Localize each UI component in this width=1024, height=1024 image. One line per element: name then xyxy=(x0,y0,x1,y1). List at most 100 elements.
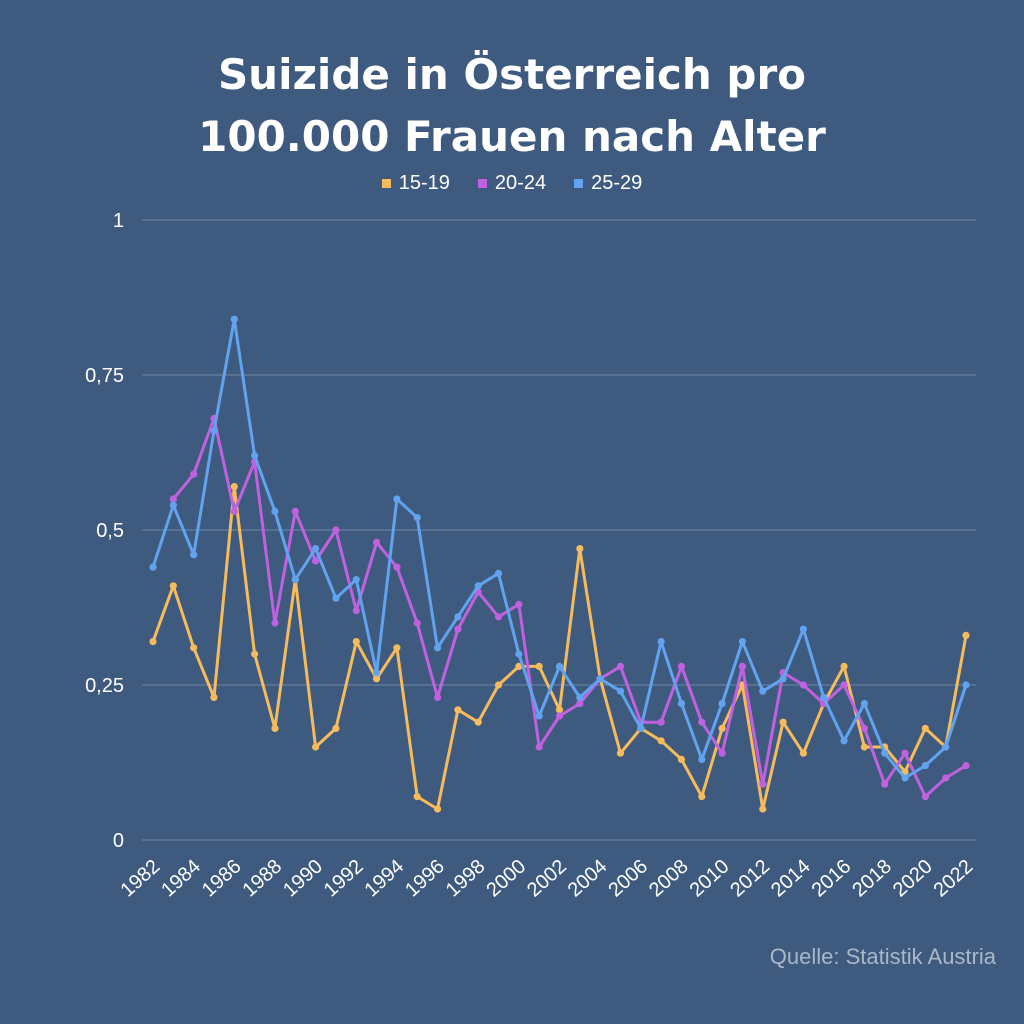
data-point-25-29 xyxy=(962,681,970,689)
data-point-20-24 xyxy=(372,538,381,547)
legend-label-15-19: 15-19 xyxy=(398,172,450,194)
data-point-20-24 xyxy=(962,762,970,770)
data-point-25-29 xyxy=(169,501,177,509)
data-point-20-24 xyxy=(454,625,462,633)
data-point-20-24 xyxy=(515,600,523,609)
data-point-25-29 xyxy=(596,675,604,683)
x-tick-label: 1984 xyxy=(157,855,205,901)
data-point-20-24 xyxy=(190,470,198,478)
chart-title: Suizide in Österreich pro 100.000 Frauen… xyxy=(0,44,1024,168)
x-tick-label: 2018 xyxy=(848,855,896,901)
data-point-20-24 xyxy=(230,507,238,515)
data-point-20-24 xyxy=(271,619,279,627)
data-point-25-29 xyxy=(413,514,421,522)
data-point-25-29 xyxy=(251,452,259,460)
data-point-15-19 xyxy=(677,755,686,764)
data-point-25-29 xyxy=(271,507,279,515)
data-point-25-29 xyxy=(881,749,889,757)
data-point-25-29 xyxy=(230,315,238,323)
data-point-25-29 xyxy=(677,700,686,708)
chart-legend: 15-19 20-24 25-29 xyxy=(0,172,1024,195)
x-tick-label: 1996 xyxy=(401,855,449,901)
data-point-15-19 xyxy=(454,706,462,714)
data-point-15-19 xyxy=(352,638,360,646)
y-tick-label: 1 xyxy=(113,210,124,232)
data-point-25-29 xyxy=(433,644,442,652)
data-point-15-19 xyxy=(576,545,584,553)
data-point-20-24 xyxy=(840,681,848,689)
data-point-15-19 xyxy=(149,638,157,646)
x-tick-label: 2016 xyxy=(808,855,856,901)
data-point-25-29 xyxy=(352,576,360,584)
data-point-25-29 xyxy=(210,427,218,435)
legend-item-20-24: 20-24 xyxy=(477,172,547,195)
data-point-25-29 xyxy=(860,700,868,708)
x-tick-label: 1988 xyxy=(239,855,287,901)
source-note: Quelle: Statistik Austria xyxy=(769,944,996,969)
legend-label-20-24: 20-24 xyxy=(494,172,547,194)
x-tick-label: 1990 xyxy=(279,855,327,901)
data-point-20-24 xyxy=(576,700,584,708)
data-point-20-24 xyxy=(921,793,929,801)
data-point-25-29 xyxy=(474,582,482,590)
legend-swatch-15-19 xyxy=(381,179,391,188)
data-point-20-24 xyxy=(291,507,299,515)
x-tick-label: 2002 xyxy=(523,855,571,901)
series-line-20-24 xyxy=(171,416,968,799)
data-point-20-24 xyxy=(535,743,543,751)
data-point-25-29 xyxy=(576,693,584,702)
data-point-25-29 xyxy=(190,551,198,559)
data-point-15-19 xyxy=(372,675,381,683)
data-point-15-19 xyxy=(759,805,767,813)
data-point-15-19 xyxy=(332,724,340,733)
data-point-25-29 xyxy=(372,669,381,677)
x-tick-label: 2008 xyxy=(645,855,693,901)
data-point-15-19 xyxy=(251,650,259,658)
y-tick-label: 0,75 xyxy=(85,365,124,387)
data-point-15-19 xyxy=(169,582,177,590)
y-tick-label: 0 xyxy=(113,830,124,852)
data-point-20-24 xyxy=(332,526,340,534)
data-point-20-24 xyxy=(942,774,950,782)
data-point-15-19 xyxy=(718,724,726,733)
x-tick-label: 2014 xyxy=(767,855,815,901)
data-point-25-29 xyxy=(657,638,665,646)
chart-title-line-2: 100.000 Frauen nach Alter xyxy=(198,112,826,161)
data-point-20-24 xyxy=(657,718,665,726)
data-point-15-19 xyxy=(190,644,198,652)
legend-swatch-25-29 xyxy=(574,179,584,188)
data-point-20-24 xyxy=(901,749,909,757)
data-point-15-19 xyxy=(433,805,442,813)
x-tick-label: 2022 xyxy=(930,855,978,901)
data-point-15-19 xyxy=(210,693,218,702)
data-point-25-29 xyxy=(149,563,157,571)
data-point-15-19 xyxy=(555,706,564,714)
x-tick-label: 1986 xyxy=(198,855,246,901)
x-tick-label: 2004 xyxy=(564,855,612,901)
chart-title-line-1: Suizide in Österreich pro xyxy=(217,50,807,99)
data-point-20-24 xyxy=(433,693,442,702)
x-tick-label: 2000 xyxy=(482,855,530,901)
data-point-20-24 xyxy=(799,681,808,689)
data-point-15-19 xyxy=(921,724,929,733)
data-point-25-29 xyxy=(535,712,543,720)
data-point-20-24 xyxy=(393,563,401,571)
data-point-20-24 xyxy=(352,607,360,615)
x-tick-label: 2010 xyxy=(686,855,734,901)
data-point-25-29 xyxy=(840,737,848,745)
data-point-25-29 xyxy=(393,495,401,503)
data-point-20-24 xyxy=(738,662,747,671)
data-point-15-19 xyxy=(698,793,706,801)
data-point-20-24 xyxy=(860,724,868,733)
data-point-20-24 xyxy=(677,662,686,671)
legend-label-25-29: 25-29 xyxy=(591,172,643,194)
data-point-25-29 xyxy=(799,625,808,633)
x-tick-label: 1982 xyxy=(117,855,165,901)
data-point-25-29 xyxy=(820,693,828,702)
data-point-25-29 xyxy=(698,755,706,764)
data-point-15-19 xyxy=(535,662,543,671)
data-point-25-29 xyxy=(779,675,787,683)
legend-item-25-29: 25-29 xyxy=(574,172,642,195)
